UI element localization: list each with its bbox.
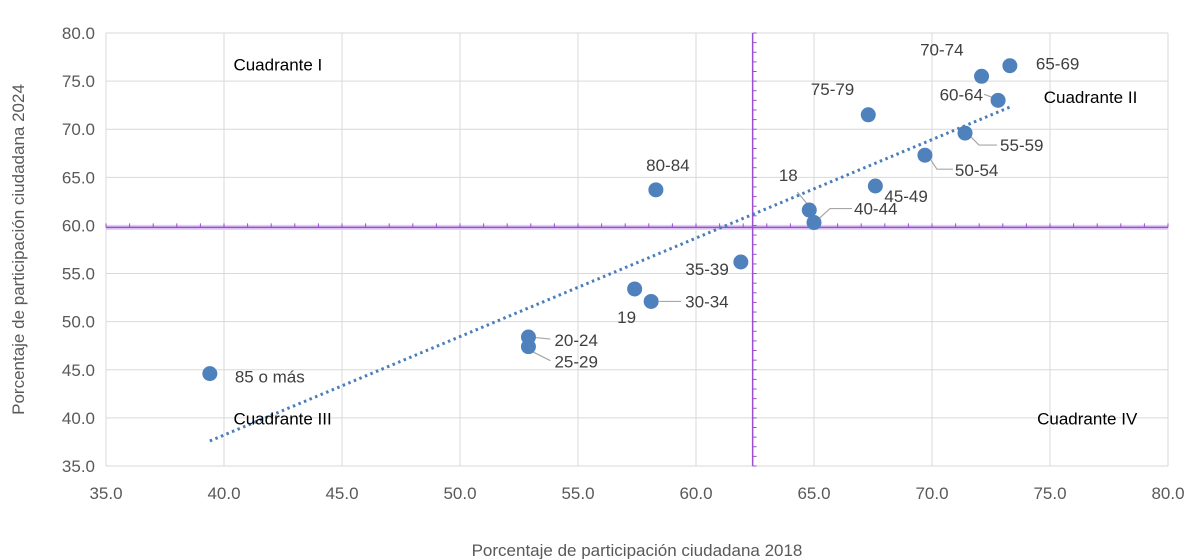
- y-tick-label: 60.0: [62, 216, 95, 235]
- data-point: [957, 125, 973, 141]
- y-tick-label: 50.0: [62, 313, 95, 332]
- data-point: [202, 366, 218, 382]
- x-tick-label: 60.0: [679, 484, 712, 503]
- data-label: 20-24: [554, 331, 597, 350]
- label-leader-line: [970, 136, 998, 146]
- data-point: [806, 215, 822, 231]
- data-point: [917, 147, 933, 163]
- data-label: 50-54: [955, 161, 998, 180]
- y-axis-title: Porcentaje de participación ciudadana 20…: [9, 84, 28, 415]
- quadrant-label: Cuadrante II: [1044, 88, 1138, 107]
- x-tick-label: 70.0: [915, 484, 948, 503]
- x-tick-label: 50.0: [443, 484, 476, 503]
- data-label: 35-39: [685, 260, 728, 279]
- x-tick-label: 55.0: [561, 484, 594, 503]
- x-tick-label: 35.0: [89, 484, 122, 503]
- label-leader-line: [818, 207, 852, 220]
- x-tick-label: 40.0: [207, 484, 240, 503]
- data-point: [974, 68, 990, 84]
- data-point: [648, 182, 664, 198]
- trendline: [209, 105, 1011, 443]
- y-tick-label: 55.0: [62, 265, 95, 284]
- y-tick-label: 45.0: [62, 361, 95, 380]
- data-label: 40-44: [854, 200, 897, 219]
- data-point: [643, 293, 659, 309]
- x-tick-label: 45.0: [325, 484, 358, 503]
- data-point: [860, 107, 876, 123]
- y-tick-label: 80.0: [62, 24, 95, 43]
- data-label: 65-69: [1036, 55, 1079, 74]
- data-point: [520, 339, 536, 355]
- x-tick-label: 65.0: [797, 484, 830, 503]
- x-tick-label: 75.0: [1033, 484, 1066, 503]
- data-label: 25-29: [554, 353, 597, 372]
- data-label: 18: [779, 166, 798, 185]
- data-label: 85 o más: [235, 368, 305, 387]
- data-point: [990, 92, 1006, 108]
- data-label: 60-64: [940, 85, 983, 104]
- y-tick-label: 35.0: [62, 457, 95, 476]
- data-point: [627, 281, 643, 297]
- quadrant-label: Cuadrante I: [233, 56, 322, 75]
- data-label: 70-74: [920, 40, 963, 59]
- data-point: [733, 254, 749, 270]
- data-point: [867, 178, 883, 194]
- data-label: 80-84: [646, 156, 689, 175]
- data-point: [1002, 58, 1018, 74]
- quadrant-label: Cuadrante III: [233, 410, 331, 429]
- label-leader-line: [930, 159, 953, 170]
- data-label: 19: [617, 308, 636, 327]
- label-leader-line: [796, 191, 808, 205]
- data-label: 30-34: [685, 292, 728, 311]
- x-axis-title: Porcentaje de participación ciudadana 20…: [472, 541, 803, 559]
- y-tick-label: 40.0: [62, 409, 95, 428]
- y-tick-label: 70.0: [62, 120, 95, 139]
- y-tick-label: 65.0: [62, 168, 95, 187]
- label-leader-line: [530, 350, 551, 362]
- quadrant-label: Cuadrante IV: [1037, 410, 1138, 429]
- data-label: 55-59: [1000, 136, 1043, 155]
- y-tick-label: 75.0: [62, 72, 95, 91]
- data-label: 45-49: [884, 187, 927, 206]
- x-tick-label: 80.0: [1151, 484, 1184, 503]
- data-label: 75-79: [811, 80, 854, 99]
- data-point: [801, 202, 817, 218]
